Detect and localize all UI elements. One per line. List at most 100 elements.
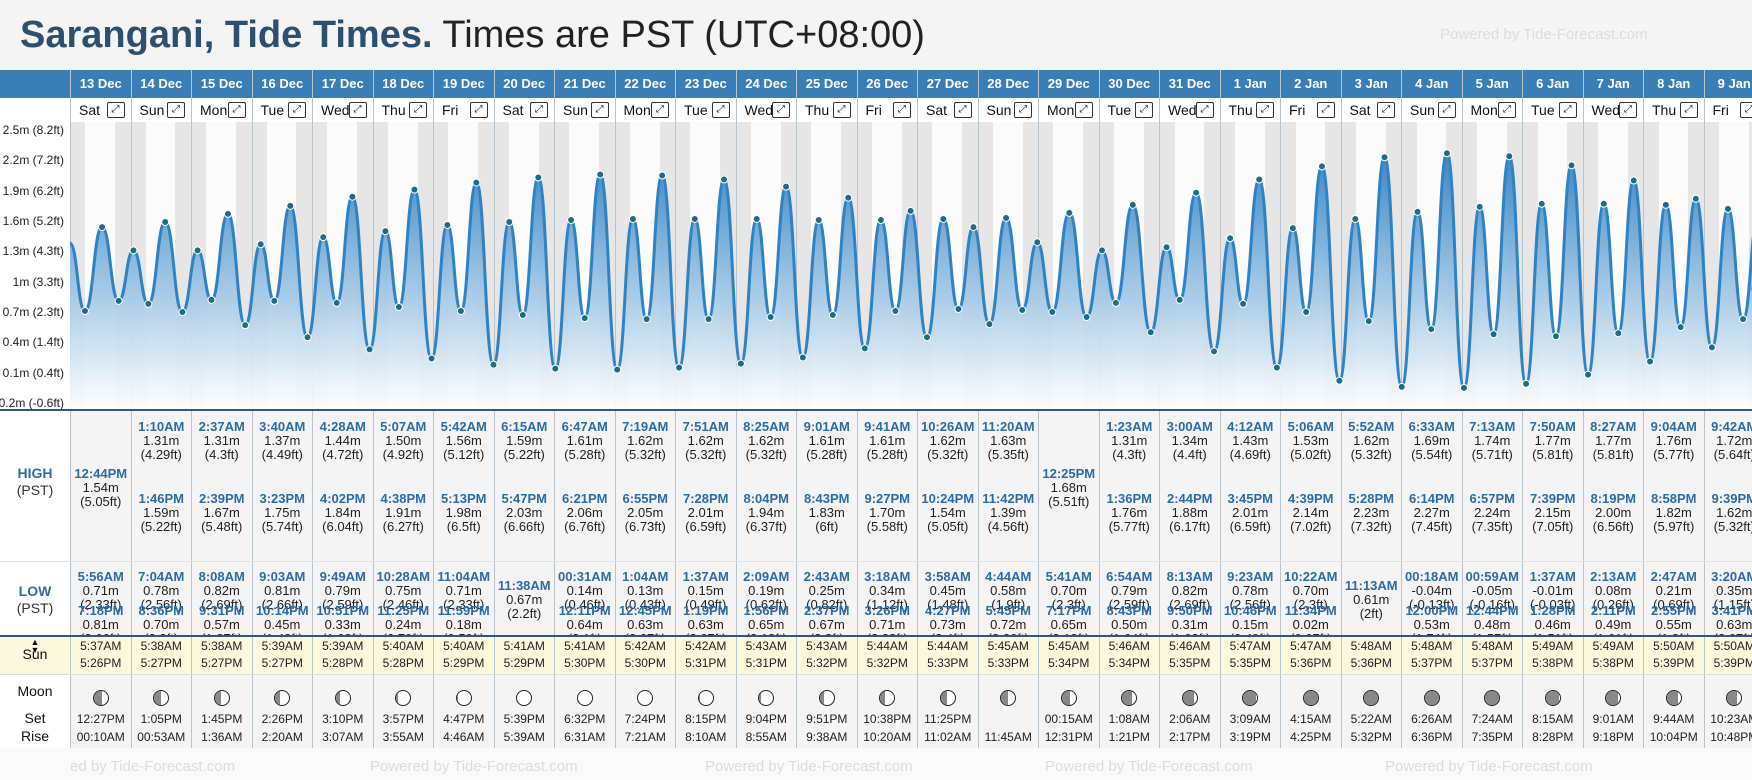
high-tide-entry: 1:36PM 1.76m (5.77ft) [1100,492,1160,534]
expand-arrows-icon[interactable]: ⤢ [227,102,246,118]
expand-arrows-icon[interactable]: ⤢ [1195,102,1214,118]
expand-arrows-icon[interactable]: ⤢ [106,102,125,118]
high-tide-entry: 6:33AM 1.69m (5.54ft) [1402,420,1462,462]
expand-arrows-icon[interactable]: ⤢ [1679,102,1698,118]
expand-arrows-icon[interactable]: ⤢ [469,102,488,118]
tide-point [1048,308,1057,316]
weekday-cell: Mon ⤢ [1462,98,1522,122]
weekday-cell: Tue ⤢ [1099,98,1159,122]
high-tide-feet: (5.32ft) [1713,519,1752,534]
sunset-time: 5:30PM [564,656,606,670]
expand-arrows-icon[interactable]: ⤢ [1256,102,1274,118]
sunset-time: 5:37PM [1471,656,1513,670]
tide-point [1364,317,1373,326]
expand-arrows-icon[interactable]: ⤢ [1135,102,1153,118]
moonset-time: 8:15AM [1532,712,1574,726]
low-tide-time: 11:34PM [1284,603,1337,618]
tide-point [1162,243,1171,252]
sunrise-time: 5:42AM [624,639,666,653]
tide-point [1288,224,1297,233]
moonrise-time: 4:46AM [443,730,485,744]
high-tide-meters: 1.62m [929,433,966,448]
tide-point [1210,347,1219,356]
expand-arrows-icon[interactable]: ⤢ [167,102,185,118]
expand-arrows-icon[interactable]: ⤢ [1437,102,1456,118]
weekday-cell: Wed ⤢ [1583,98,1643,122]
tide-point [1537,199,1546,208]
low-tide-time: 3:18AM [864,569,911,584]
sun-times-cell [434,636,494,674]
expand-arrows-icon[interactable]: ⤢ [1498,102,1516,118]
expand-arrows-icon[interactable]: ⤢ [772,102,790,118]
expand-arrows-icon[interactable]: ⤢ [1740,102,1752,118]
high-tide-meters: 1.63m [990,433,1027,448]
high-tide-entry: 6:57PM 2.24m (7.35ft) [1463,492,1523,534]
weekday-label: Thu [1228,102,1253,118]
moon-phase-icon [758,690,775,706]
expand-arrows-icon[interactable]: ⤢ [590,102,609,118]
high-tide-time: 6:47AM [561,419,608,434]
high-tide-entry: 5:42AM 1.56m (5.12ft) [434,420,494,462]
weekday-cell: Thu ⤢ [1220,98,1280,122]
high-tide-feet: (5.64ft) [1713,447,1752,462]
tide-point [1459,383,1468,392]
high-tide-feet: (4.3ft) [1112,447,1147,462]
tide-point [954,304,963,313]
sunset-time: 5:27PM [140,656,182,670]
expand-arrows-icon[interactable]: ⤢ [530,102,548,118]
high-tide-feet: (5.32ft) [745,447,787,462]
low-tide-feet: (2.59ft) [322,597,364,612]
low-tide-meters: 0.70m [1292,583,1329,598]
page-header: Sarangani, Tide Times. Times are PST (UT… [0,0,1752,70]
expand-arrows-icon[interactable]: ⤢ [1074,102,1093,118]
low-tide-meters: 0.55m [1655,617,1692,632]
expand-arrows-icon[interactable]: ⤢ [288,102,306,118]
sunrise-time: 5:48AM [1411,639,1453,653]
high-tide-time: 2:39PM [198,491,245,506]
expand-arrows-icon[interactable]: ⤢ [893,102,911,118]
low-tide-feet: (-0.13ft) [1408,597,1455,612]
expand-arrows-icon[interactable]: ⤢ [348,102,367,118]
high-tide-entry: 1:46PM 1.59m (5.22ft) [132,492,192,534]
sunrise-time: 5:41AM [564,639,606,653]
low-tide-time: 3:41PM [1711,603,1752,618]
date-header: 30 Dec [1099,70,1159,98]
watermark-text: Powered by Tide-Forecast.com [370,758,578,775]
high-tide-time: 6:55PM [622,491,669,506]
date-header: 23 Dec [676,70,736,98]
expand-arrows-icon[interactable]: ⤢ [711,102,730,118]
date-header: 8 Jan [1644,70,1704,98]
moon-phase-icon [697,690,714,706]
weekday-cell: Wed ⤢ [736,98,796,122]
sunrise-time: 5:47AM [1290,639,1332,653]
sunrise-time: 5:40AM [443,639,485,653]
tide-point [1111,298,1120,307]
high-tide-entry: 7:39PM 2.15m (7.05ft) [1523,492,1583,534]
expand-arrows-icon[interactable]: ⤢ [1619,102,1637,118]
low-tide-feet: (2.69ft) [201,597,243,612]
low-tide-time: 2:55PM [1650,603,1697,618]
low-tide-time: 2:09AM [743,569,790,584]
high-tide-meters: 1.68m [1050,480,1087,495]
high-tide-entry: 9:27PM 1.70m (5.58ft) [858,492,918,534]
high-tide-meters: 2.05m [627,505,664,520]
expand-arrows-icon[interactable]: ⤢ [832,102,851,118]
low-tide-entry: 6:54AM 0.79m (2.59ft) [1100,570,1160,612]
high-tide-entry: 5:13PM 1.98m (6.5ft) [434,492,494,534]
high-tide-entry: 3:40AM 1.37m (4.49ft) [253,420,313,462]
expand-arrows-icon[interactable]: ⤢ [409,102,427,118]
moonrise-time: 00:53AM [137,730,186,744]
moonrise-time: 2:20AM [261,730,303,744]
date-header: 19 Dec [434,70,494,98]
expand-arrows-icon[interactable]: ⤢ [1014,102,1032,118]
expand-arrows-icon[interactable]: ⤢ [1377,102,1395,118]
expand-arrows-icon[interactable]: ⤢ [651,102,669,118]
tide-point [1707,343,1716,352]
high-tide-entry: 12:44PM 1.54m (5.05ft) [71,467,131,509]
sunset-time: 5:32PM [866,656,908,670]
moonset-time: 00:15AM [1044,712,1093,726]
expand-arrows-icon[interactable]: ⤢ [1316,102,1335,118]
moonset-time: 3:57PM [382,712,424,726]
expand-arrows-icon[interactable]: ⤢ [1558,102,1577,118]
expand-arrows-icon[interactable]: ⤢ [953,102,972,118]
